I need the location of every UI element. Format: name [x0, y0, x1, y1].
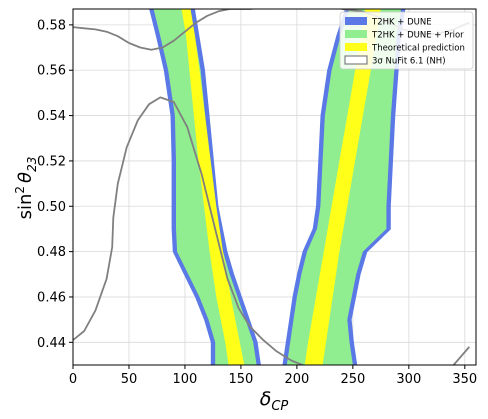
x-axis: 0 50 100 150 200 250 300 350	[69, 365, 477, 387]
y-axis-title-main: sin	[15, 194, 36, 220]
legend: T2HK + DUNE T2HK + DUNE + Prior Theoreti…	[339, 11, 474, 70]
plot-frame	[72, 8, 477, 366]
y-tick-label: 0.56	[37, 64, 66, 79]
y-axis-title-sup: 2	[13, 186, 27, 194]
y-tick-label: 0.50	[37, 200, 66, 215]
x-axis-title-sub: CP	[271, 399, 288, 414]
y-axis: 0.44 0.46 0.48 0.50 0.52 0.54 0.56 0.58	[37, 18, 73, 351]
nufit-contour-1	[73, 96, 470, 365]
y-tick-label: 0.58	[37, 18, 66, 33]
x-tick-label: 100	[173, 372, 198, 387]
legend-label-theoretical: Theoretical prediction	[371, 44, 465, 54]
y-tick-label: 0.46	[37, 290, 66, 305]
legend-frame	[339, 11, 474, 70]
x-tick-label: 300	[396, 372, 421, 387]
y-axis-title: sin2 θ23	[13, 157, 39, 220]
legend-label-nufit: 3σ NuFit 6.1 (NH)	[372, 57, 446, 67]
legend-swatch-theoretical	[345, 43, 367, 51]
band-yellow-0	[181, 9, 245, 365]
x-tick-label: 350	[452, 372, 477, 387]
x-tick-label: 250	[340, 372, 365, 387]
y-tick-label: 0.52	[37, 154, 66, 169]
legend-label-t2hk-dune: T2HK + DUNE	[371, 18, 432, 28]
x-axis-title-base: δ	[260, 388, 272, 410]
legend-label-t2hk-dune-prior: T2HK + DUNE + Prior	[371, 31, 464, 41]
nufit-contour-0	[73, 9, 253, 51]
x-tick-label: 150	[229, 372, 254, 387]
y-tick-label: 0.54	[37, 109, 66, 124]
x-axis-title: δCP	[260, 388, 289, 414]
y-axis-title-theta: θ	[15, 172, 36, 183]
x-tick-label: 0	[69, 372, 77, 387]
legend-swatch-t2hk-dune-prior	[345, 30, 367, 38]
plot-area	[73, 9, 470, 365]
x-tick-label: 50	[121, 372, 138, 387]
x-tick-label: 200	[284, 372, 309, 387]
legend-swatch-nufit	[344, 55, 368, 65]
band-yellow-1	[304, 9, 381, 365]
y-tick-label: 0.48	[37, 245, 66, 260]
legend-swatch-t2hk-dune	[345, 17, 367, 25]
y-tick-label: 0.44	[37, 336, 66, 351]
y-axis-title-sub: 23	[25, 157, 39, 172]
